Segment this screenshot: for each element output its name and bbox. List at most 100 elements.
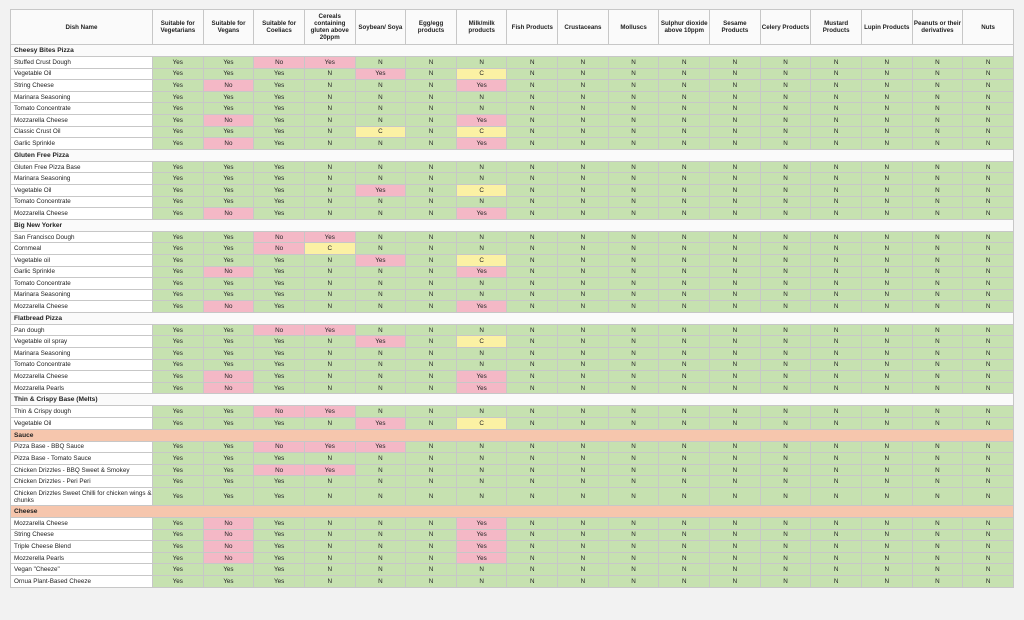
allergen-value-cell: C	[455, 67, 508, 81]
allergen-value-cell: N	[860, 172, 913, 185]
allergen-value-cell: N	[405, 540, 457, 553]
allergen-value-cell: N	[810, 574, 862, 588]
allergen-value-cell: N	[962, 381, 1014, 395]
dish-name-cell: Pizza Base - Tomato Sauce	[10, 452, 153, 465]
allergen-value-cell: N	[303, 563, 356, 576]
allergen-value-cell: N	[303, 528, 356, 542]
allergen-value-cell: N	[709, 230, 761, 244]
allergen-value-cell: N	[557, 452, 609, 465]
allergen-value-cell: N	[607, 323, 660, 337]
allergen-value-cell: Yes	[354, 253, 407, 267]
allergen-value-cell: N	[810, 79, 862, 92]
column-header: Celery Products	[759, 9, 812, 45]
allergen-value-cell: N	[405, 288, 457, 302]
allergen-value-cell: Yes	[152, 253, 204, 267]
dish-name-cell: Tomato Concentrate	[10, 102, 153, 115]
allergen-value-cell: N	[810, 172, 862, 185]
allergen-value-cell: No	[253, 405, 305, 419]
allergen-value-cell: N	[455, 487, 508, 506]
dish-name-cell: San Francisco Dough	[10, 230, 153, 244]
allergen-value-cell: N	[506, 56, 559, 69]
allergen-value-cell: N	[607, 551, 660, 565]
allergen-value-cell: N	[506, 195, 559, 209]
table-row: Tomato Concentrate Yes Yes Yes N N N N N N N N N N N N N…	[10, 358, 1014, 372]
allergen-value-cell: N	[810, 540, 862, 553]
dish-name-cell: Pizza Base - BBQ Sauce	[10, 440, 153, 454]
allergen-value-cell: N	[810, 288, 862, 302]
dish-name-cell: String Cheese	[10, 79, 153, 92]
allergen-value-cell: N	[506, 358, 559, 372]
allergen-value-cell: Yes	[253, 540, 305, 553]
allergen-value-cell: N	[405, 347, 457, 360]
allergen-value-cell: N	[658, 323, 711, 337]
dish-name-cell: Triple Cheese Blend	[10, 540, 153, 553]
allergen-value-cell: N	[557, 540, 609, 553]
section-title: Big New Yorker	[10, 218, 1014, 232]
allergen-value-cell: N	[911, 517, 964, 530]
allergen-value-cell: N	[405, 452, 457, 465]
allergen-value-cell: Yes	[253, 253, 305, 267]
allergen-value-cell: N	[303, 113, 356, 127]
allergen-value-cell: Yes	[202, 160, 255, 174]
dish-name-cell: Mozzarella Cheese	[10, 300, 153, 313]
allergen-value-cell: N	[506, 183, 559, 197]
allergen-value-cell: Yes	[253, 265, 305, 279]
allergen-value-cell: N	[962, 242, 1014, 255]
allergen-value-cell: N	[354, 230, 407, 244]
allergen-value-cell: N	[557, 183, 609, 197]
allergen-value-cell: Yes	[253, 172, 305, 185]
allergen-value-cell: N	[405, 242, 457, 255]
allergen-value-cell: N	[962, 358, 1014, 372]
dish-name-cell: Vegetable Oil	[10, 183, 153, 197]
allergen-value-cell: N	[962, 475, 1014, 488]
allergen-value-cell: Yes	[152, 300, 204, 313]
allergen-value-cell: N	[557, 137, 609, 150]
allergen-value-cell: Yes	[253, 417, 305, 430]
allergen-value-cell: N	[455, 475, 508, 488]
allergen-value-cell: Yes	[253, 90, 305, 104]
allergen-value-cell: C	[354, 125, 407, 139]
allergen-value-cell: N	[860, 335, 913, 349]
allergen-value-cell: Yes	[354, 440, 407, 454]
allergen-value-cell: Yes	[202, 405, 255, 419]
allergen-value-cell: N	[455, 102, 508, 115]
allergen-value-cell: N	[405, 574, 457, 588]
allergen-value-cell: Yes	[253, 381, 305, 395]
allergen-value-cell: N	[607, 563, 660, 576]
allergen-value-cell: N	[810, 253, 862, 267]
allergen-value-cell: N	[354, 113, 407, 127]
allergen-value-cell: N	[303, 67, 356, 81]
allergen-value-cell: Yes	[152, 528, 204, 542]
allergen-value-cell: N	[709, 160, 761, 174]
allergen-value-cell: N	[759, 277, 812, 290]
allergen-value-cell: N	[962, 528, 1014, 542]
allergen-value-cell: N	[962, 277, 1014, 290]
allergen-value-cell: Yes	[455, 79, 508, 92]
allergen-value-cell: C	[455, 417, 508, 430]
allergen-value-cell: N	[962, 253, 1014, 267]
allergen-value-cell: N	[607, 183, 660, 197]
dish-name-cell: Vegan "Cheeze"	[10, 563, 153, 576]
dish-name-cell: Garlic Sprinkle	[10, 137, 153, 150]
allergen-value-cell: Yes	[202, 463, 255, 477]
table-row: Marinara Seasoning Yes Yes Yes N N N N N N N N N N N N N…	[10, 347, 1014, 360]
allergen-value-cell: N	[658, 335, 711, 349]
allergen-value-cell: N	[962, 67, 1014, 81]
allergen-value-cell: N	[962, 417, 1014, 430]
allergen-value-cell: N	[911, 265, 964, 279]
allergen-value-cell: C	[303, 242, 356, 255]
allergen-value-cell: N	[860, 56, 913, 69]
allergen-value-cell: N	[911, 347, 964, 360]
table-row: Mozzarella Cheese Yes No Yes N N N Yes N N N N N N N N N…	[10, 113, 1014, 127]
allergen-value-cell: N	[962, 183, 1014, 197]
table-row: Stuffed Crust Dough Yes Yes No Yes N N N N N N N N N N…	[10, 56, 1014, 69]
allergen-value-cell: N	[405, 381, 457, 395]
allergen-value-cell: N	[759, 67, 812, 81]
section-title: Flatbread Pizza	[10, 311, 1014, 325]
allergen-value-cell: Yes	[152, 417, 204, 430]
allergen-value-cell: N	[759, 183, 812, 197]
allergen-value-cell: N	[962, 79, 1014, 92]
allergen-value-cell: N	[709, 405, 761, 419]
allergen-value-cell: N	[506, 265, 559, 279]
allergen-value-cell: N	[354, 90, 407, 104]
